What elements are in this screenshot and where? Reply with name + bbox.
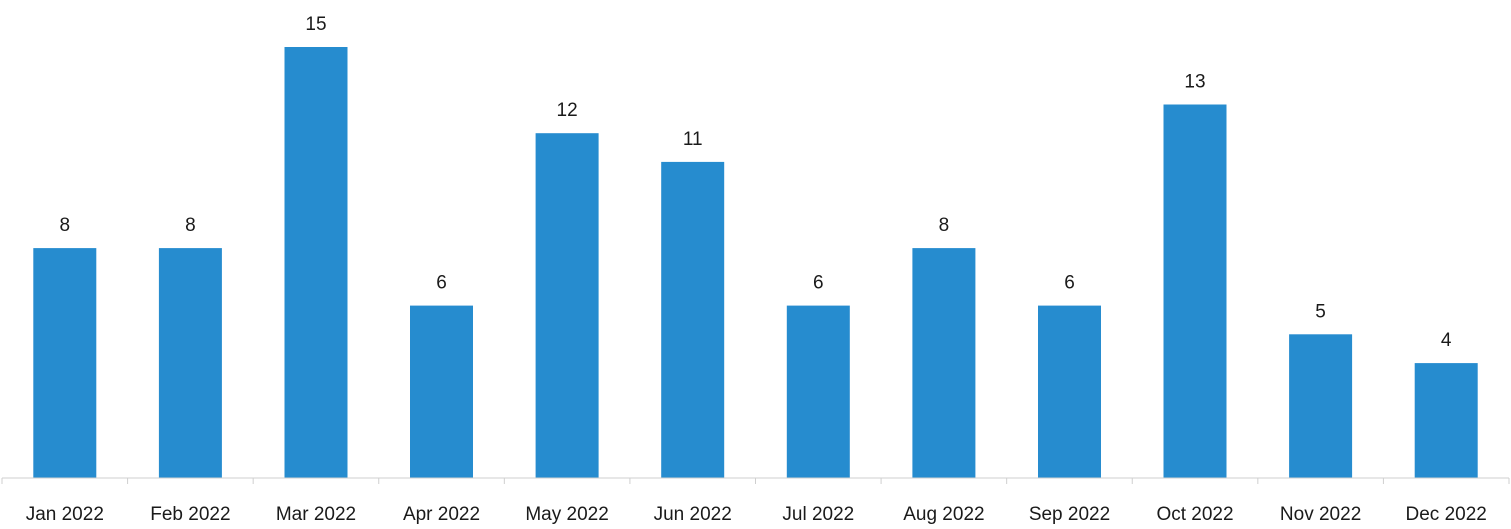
data-label: 15	[305, 14, 326, 35]
bar-jan-2022	[33, 248, 97, 478]
data-label: 8	[185, 215, 196, 236]
data-label: 8	[60, 215, 71, 236]
data-label: 6	[436, 273, 447, 294]
bar-sep-2022	[1038, 305, 1101, 478]
x-tick-label: May 2022	[525, 504, 608, 525]
bar-oct-2022	[1163, 104, 1227, 478]
bar-aug-2022	[912, 248, 976, 478]
x-tick-label: Jun 2022	[654, 504, 732, 525]
x-tick-label: Aug 2022	[903, 504, 984, 525]
data-label: 11	[683, 129, 703, 150]
x-tick-label: Apr 2022	[403, 504, 480, 525]
data-label: 4	[1441, 330, 1452, 351]
data-label: 8	[939, 215, 950, 236]
x-tick-label: Jan 2022	[26, 504, 104, 525]
x-tick-label: Mar 2022	[276, 504, 356, 525]
data-label: 6	[813, 273, 824, 294]
x-tick-label: Feb 2022	[150, 504, 230, 525]
bar-feb-2022	[158, 248, 222, 478]
bar-mar-2022	[284, 47, 348, 478]
bar-dec-2022	[1414, 363, 1478, 478]
bar-nov-2022	[1289, 334, 1353, 478]
data-label: 13	[1184, 72, 1205, 93]
data-label: 5	[1315, 301, 1326, 322]
x-tick-label: Nov 2022	[1280, 504, 1361, 525]
bar-jul-2022	[786, 305, 850, 478]
x-tick-label: Dec 2022	[1406, 504, 1487, 525]
data-label: 6	[1064, 273, 1075, 294]
bar-apr-2022	[410, 305, 473, 478]
bar-may-2022	[535, 133, 599, 478]
x-axis-ticks	[1, 478, 1510, 484]
data-labels-group: 8 8 15 6 12 11 6 8 6 13 5 4	[60, 14, 1452, 351]
bars-group	[33, 47, 1478, 478]
data-label: 12	[557, 100, 578, 121]
x-axis-labels: Jan 2022 Feb 2022 Mar 2022 Apr 2022 May 2022…	[26, 504, 1487, 525]
bar-jun-2022	[661, 161, 725, 478]
x-tick-label: Sep 2022	[1029, 504, 1110, 525]
x-tick-label: Jul 2022	[782, 504, 854, 525]
x-tick-label: Oct 2022	[1156, 504, 1233, 525]
